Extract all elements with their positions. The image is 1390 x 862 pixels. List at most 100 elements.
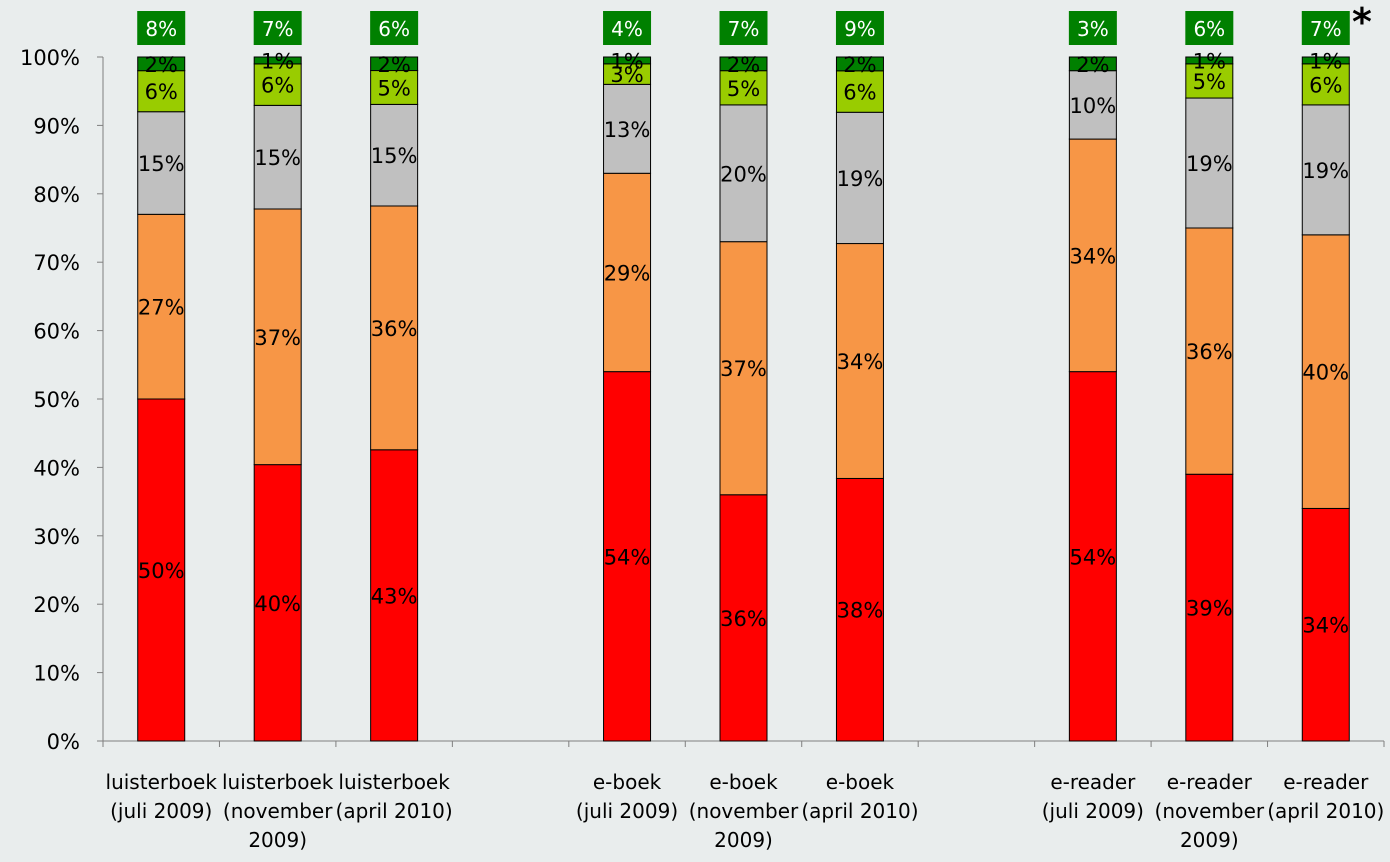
data-label: 36% — [1186, 340, 1233, 364]
bar-segment — [603, 56, 652, 65]
data-label: 34% — [1070, 244, 1117, 268]
category-label: (november — [1155, 799, 1265, 823]
data-label: 54% — [1070, 545, 1117, 569]
data-label: 37% — [254, 326, 301, 350]
bar-segment — [1301, 56, 1350, 65]
data-label: 2% — [727, 53, 760, 77]
category-label: luisterboek — [106, 770, 218, 794]
category-label: e-reader — [1050, 770, 1136, 794]
top-badge-box — [719, 11, 768, 45]
top-badge-box — [835, 11, 884, 45]
data-label: 40% — [254, 592, 301, 616]
top-badge-label: 4% — [611, 17, 643, 41]
category-label: e-reader — [1283, 770, 1369, 794]
data-label: 5% — [1193, 70, 1226, 94]
y-tick-label: 50% — [33, 388, 80, 412]
y-tick-label: 60% — [33, 320, 80, 344]
bar-segment — [1301, 63, 1350, 106]
data-label: 6% — [145, 80, 178, 104]
top-badge-label: 7% — [728, 17, 760, 41]
bar-segment — [719, 494, 768, 742]
data-label: 38% — [837, 599, 884, 623]
data-label: 36% — [371, 317, 418, 341]
bar-segment — [1185, 227, 1234, 475]
bar-segment — [1185, 56, 1234, 65]
data-label: 1% — [1309, 49, 1342, 73]
chart-note-asterisk: * — [1352, 0, 1372, 44]
y-tick-label: 100% — [20, 46, 80, 70]
y-tick-label: 0% — [47, 730, 80, 754]
bar-segment — [253, 464, 302, 742]
bar-segment — [1185, 97, 1234, 229]
category-label: (april 2010) — [801, 799, 918, 823]
data-label: 1% — [1193, 49, 1226, 73]
category-label: (november — [223, 799, 333, 823]
bar-segment — [719, 104, 768, 243]
y-tick-label: 70% — [33, 251, 80, 275]
bar-segment — [370, 70, 419, 105]
data-label: 19% — [1186, 152, 1233, 176]
bar-segment — [137, 213, 186, 400]
category-label: e-reader — [1167, 770, 1253, 794]
y-tick-label: 40% — [33, 456, 80, 480]
top-badge-label: 6% — [378, 17, 410, 41]
bar-segment — [253, 63, 302, 106]
bar-segment — [1068, 138, 1117, 373]
bar-segment — [1301, 104, 1350, 236]
bar-segment — [370, 103, 419, 207]
bar-segment — [370, 449, 419, 742]
category-label: (april 2010) — [1267, 799, 1384, 823]
data-label: 34% — [1302, 614, 1349, 638]
data-label: 40% — [1302, 361, 1349, 385]
data-label: 15% — [138, 152, 185, 176]
y-tick-label: 20% — [33, 593, 80, 617]
data-label: 39% — [1186, 597, 1233, 621]
top-badge-box — [253, 11, 302, 45]
bar-segment — [137, 56, 186, 72]
top-badge-label: 3% — [1077, 17, 1109, 41]
top-badge-box — [1068, 11, 1117, 45]
bar-segment — [719, 56, 768, 72]
data-label: 2% — [145, 53, 178, 77]
data-label: 50% — [138, 559, 185, 583]
bar-segment — [835, 243, 884, 479]
category-label: (november — [689, 799, 799, 823]
bar-segment — [1068, 56, 1117, 72]
data-label: 54% — [604, 545, 651, 569]
data-label: 15% — [254, 146, 301, 170]
bar-segment — [603, 83, 652, 174]
category-label: (juli 2009) — [110, 799, 212, 823]
data-label: 36% — [720, 607, 767, 631]
bar-segment — [370, 205, 419, 451]
data-label: 37% — [720, 357, 767, 381]
bar-segment — [835, 111, 884, 245]
y-tick-label: 10% — [33, 662, 80, 686]
top-badge-label: 7% — [262, 17, 294, 41]
data-label: 3% — [610, 63, 643, 87]
bar-segment — [1185, 63, 1234, 99]
bar-segment — [370, 56, 419, 72]
bar-segment — [137, 70, 186, 113]
data-label: 34% — [837, 350, 884, 374]
top-badge-box — [603, 11, 652, 45]
category-label: luisterboek — [338, 770, 450, 794]
data-label: 6% — [843, 81, 876, 105]
data-label: 27% — [138, 296, 185, 320]
y-tick-label: 90% — [33, 114, 80, 138]
bar-segment — [719, 241, 768, 496]
data-label: 43% — [371, 584, 418, 608]
bar-segment — [1068, 70, 1117, 140]
category-label: (april 2010) — [336, 799, 453, 823]
bar-segment — [1068, 371, 1117, 742]
category-label: e-boek — [593, 770, 662, 794]
bar-segment — [253, 208, 302, 466]
bar-segment — [719, 70, 768, 106]
data-label: 1% — [261, 49, 294, 73]
data-label: 19% — [837, 167, 884, 191]
data-label: 5% — [727, 77, 760, 101]
data-label: 6% — [1309, 73, 1342, 97]
top-badge-label: 8% — [145, 17, 177, 41]
bar-segment — [253, 104, 302, 210]
category-label: 2009) — [1180, 828, 1239, 852]
